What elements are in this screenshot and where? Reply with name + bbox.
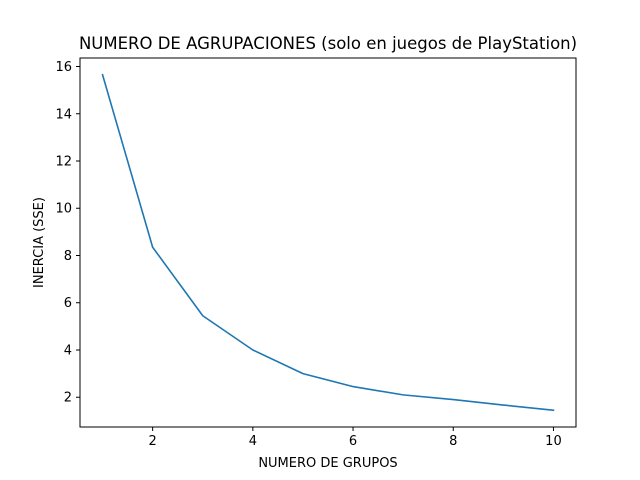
y-tick-label: 10	[55, 202, 72, 217]
plot-area	[80, 58, 576, 427]
y-axis-ticks: 2 4 6 8 10 12 14 16	[55, 60, 80, 406]
series-line	[101, 73, 555, 412]
y-axis-label: INERCIA (SSE)	[32, 197, 47, 288]
y-tick-label: 8	[64, 249, 72, 264]
y-tick-label: 16	[55, 60, 72, 75]
x-axis-ticks: 2 4 6 8 10	[149, 427, 562, 449]
y-tick-label: 6	[64, 296, 72, 311]
y-tick-label: 4	[64, 343, 72, 358]
y-tick-label: 14	[55, 107, 72, 122]
x-axis-label: NUMERO DE GRUPOS	[258, 456, 397, 471]
plot-frame	[79, 57, 577, 428]
x-tick-label: 2	[149, 434, 157, 449]
x-tick-label: 10	[545, 434, 562, 449]
y-tick-label: 12	[55, 154, 72, 169]
chart-title: NUMERO DE AGRUPACIONES (solo en juegos d…	[79, 34, 577, 53]
x-tick-label: 4	[249, 434, 257, 449]
series-layer	[101, 73, 555, 412]
x-tick-label: 6	[349, 434, 357, 449]
x-tick-label: 8	[449, 434, 457, 449]
y-tick-label: 2	[64, 391, 72, 406]
